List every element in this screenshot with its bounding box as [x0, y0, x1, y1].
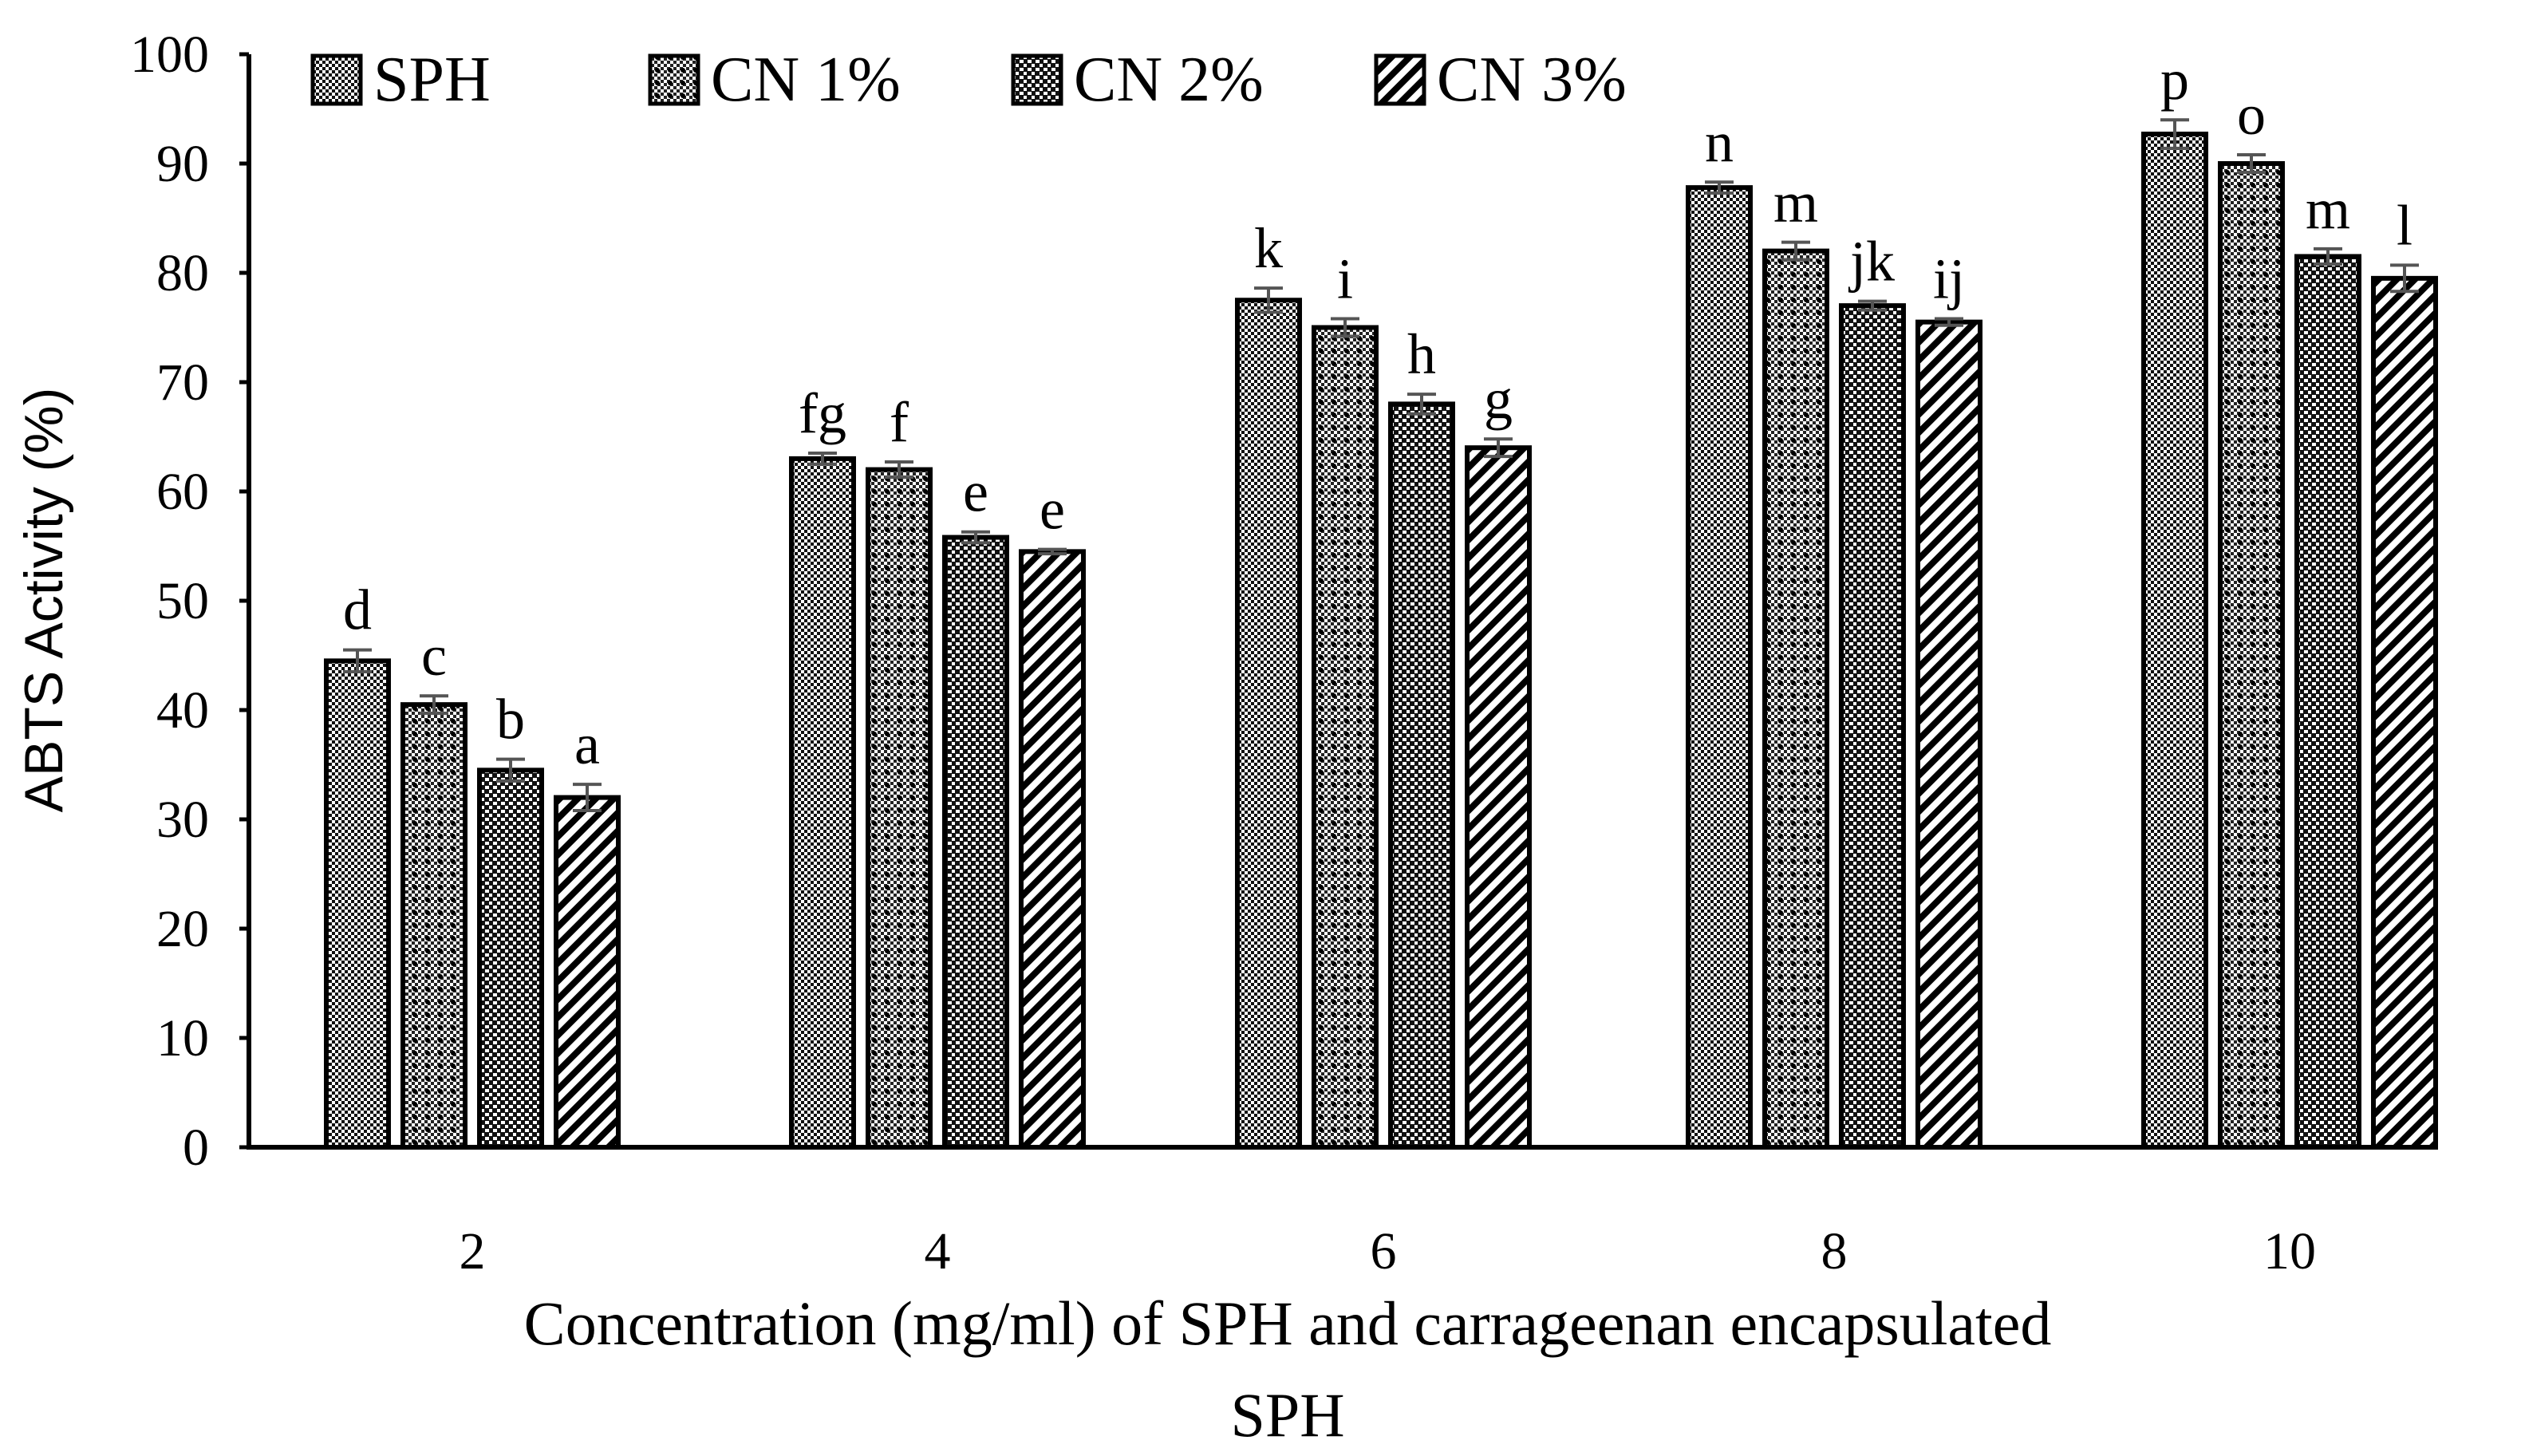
bar-cn-2-6: [1388, 401, 1455, 1150]
significance-letter-cn-2-6: h: [1407, 322, 1436, 386]
y-tick-label: 80: [156, 244, 209, 302]
legend-label-cn-1: CN 1%: [711, 45, 901, 115]
significance-letter-cn-1-2: c: [421, 624, 447, 688]
legend-label-cn-3: CN 3%: [1437, 45, 1627, 115]
error-bar-cn-1-2: [420, 694, 448, 716]
legend-swatch-cn-1: [648, 53, 700, 106]
significance-letter-cn-2-4: e: [963, 460, 988, 524]
significance-letter-sph-4: fg: [799, 381, 846, 445]
legend-label-cn-2: CN 2%: [1074, 45, 1264, 115]
y-axis-title: ABTS Activity (%): [14, 388, 74, 813]
bar-cn-3-4: [1019, 549, 1086, 1150]
y-tick-label: 10: [156, 1009, 209, 1067]
significance-letter-sph-2: d: [343, 578, 372, 642]
error-bar-cn-3-2: [573, 783, 602, 813]
error-bar-cn-2-6: [1407, 393, 1436, 416]
error-bar-cn-3-4: [1038, 547, 1067, 556]
legend-swatch-sph: [310, 53, 363, 106]
legend-swatch-cn-2: [1011, 53, 1063, 106]
significance-letter-cn-1-4: f: [890, 390, 909, 454]
bar-cn-1-10: [2218, 161, 2285, 1150]
x-tick-label: 2: [460, 1222, 486, 1280]
x-axis-title-line-2: SPH: [1230, 1380, 1344, 1450]
error-bar-cn-1-4: [885, 460, 913, 479]
error-bar-cn-2-10: [2314, 247, 2342, 266]
error-bar-cn-2-2: [496, 757, 525, 783]
significance-letter-cn-3-2: a: [574, 712, 600, 776]
significance-letter-cn-2-10: m: [2306, 177, 2350, 241]
significance-letter-sph-10: p: [2160, 48, 2189, 112]
error-bar-cn-1-8: [1781, 240, 1810, 262]
y-tick-label: 20: [156, 900, 209, 958]
error-bar-sph-8: [1705, 180, 1734, 195]
y-tick-label: 100: [130, 26, 209, 84]
significance-letter-cn-2-2: b: [496, 688, 525, 752]
bar-sph-6: [1235, 298, 1302, 1150]
bar-cn-3-10: [2371, 275, 2438, 1150]
y-tick-label: 70: [156, 353, 209, 412]
bar-cn-3-8: [1915, 319, 1982, 1150]
y-tick-label: 60: [156, 463, 209, 521]
y-tick-label: 40: [156, 681, 209, 740]
x-tick-label: 6: [1371, 1222, 1397, 1280]
significance-letter-cn-2-8: jk: [1848, 230, 1895, 294]
bar-cn-2-8: [1839, 303, 1906, 1150]
legend-item-cn-1: CN 1%: [648, 45, 901, 115]
significance-letter-cn-1-8: m: [1773, 171, 1818, 235]
error-bar-cn-3-6: [1484, 437, 1513, 459]
legend-item-sph: SPH: [310, 45, 491, 115]
bar-cn-1-8: [1762, 248, 1829, 1150]
error-bar-sph-4: [808, 452, 837, 466]
bar-cn-2-2: [477, 767, 544, 1150]
bar-cn-3-2: [554, 795, 621, 1150]
legend: SPH CN 1% CN 2% CN 3%: [310, 45, 1627, 115]
bar-sph-2: [324, 658, 391, 1150]
x-tick-label: 10: [2263, 1222, 2316, 1280]
y-tick-label: 30: [156, 791, 209, 849]
y-tick-label: 0: [183, 1119, 209, 1177]
x-axis-title-line-1: Concentration (mg/ml) of SPH and carrage…: [524, 1288, 2052, 1358]
legend-label-sph: SPH: [373, 45, 491, 115]
legend-item-cn-3: CN 3%: [1374, 45, 1627, 115]
legend-swatch-cn-3: [1374, 53, 1426, 106]
error-bar-sph-2: [343, 648, 372, 674]
error-bar-cn-3-10: [2390, 263, 2419, 294]
error-bar-cn-2-4: [961, 530, 990, 545]
error-bar-cn-2-8: [1858, 299, 1887, 312]
bar-sph-8: [1686, 185, 1753, 1150]
y-tick-label: 50: [156, 572, 209, 630]
bar-sph-10: [2141, 132, 2208, 1150]
error-bar-cn-1-10: [2237, 153, 2266, 174]
legend-item-cn-2: CN 2%: [1011, 45, 1264, 115]
bar-cn-1-6: [1312, 325, 1379, 1150]
significance-letter-sph-6: k: [1254, 216, 1283, 280]
error-bar-cn-3-8: [1935, 317, 1963, 327]
bar-cn-1-4: [866, 467, 933, 1150]
y-ticks: 0 10 20 30 40 50 60 70 80 90 100: [130, 26, 249, 1177]
x-tick-label: 4: [925, 1222, 951, 1280]
bar-cn-2-10: [2294, 254, 2361, 1150]
significance-letter-cn-3-10: l: [2397, 193, 2413, 257]
significance-letter-cn-1-6: i: [1337, 247, 1353, 311]
error-bar-sph-10: [2160, 118, 2189, 150]
x-ticks: 2 4 6 8 10: [460, 1222, 2317, 1280]
significance-letter-cn-3-4: e: [1040, 478, 1065, 542]
bars-layer: [324, 132, 2438, 1150]
significance-letter-sph-8: n: [1705, 110, 1734, 174]
bar-cn-1-2: [400, 702, 468, 1150]
y-tick-label: 90: [156, 135, 209, 193]
x-tick-label: 8: [1821, 1222, 1848, 1280]
bar-cn-2-4: [942, 535, 1009, 1150]
bar-sph-4: [789, 456, 856, 1150]
significance-letter-cn-3-8: ij: [1933, 247, 1965, 311]
significance-letter-cn-3-6: g: [1484, 367, 1513, 431]
error-bars-layer: [343, 118, 2419, 813]
bar-cn-3-6: [1465, 445, 1532, 1150]
error-bar-sph-6: [1254, 286, 1283, 314]
significance-letter-cn-1-10: o: [2237, 83, 2266, 147]
error-bar-cn-1-6: [1331, 317, 1359, 338]
